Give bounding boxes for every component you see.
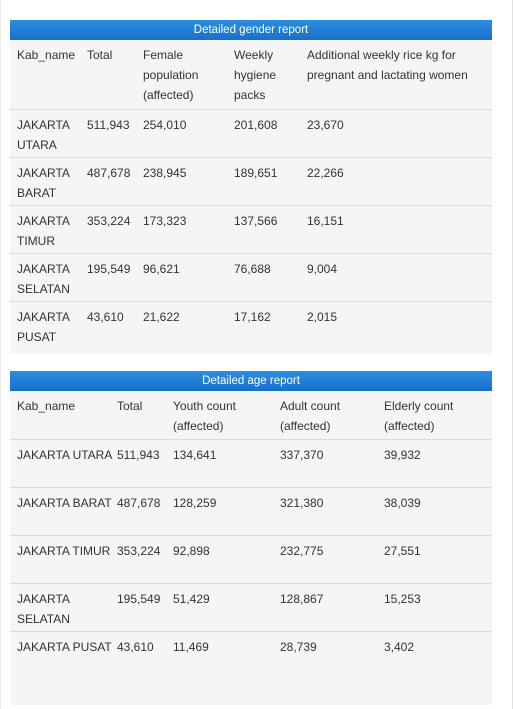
col-header-total: Total	[117, 399, 143, 413]
cell-kab-name: JAKARTA BARAT	[17, 495, 112, 510]
cell-adult: 28,739	[280, 639, 317, 654]
cell-youth: 11,469	[173, 639, 209, 654]
cell-female: 21,622	[143, 309, 180, 324]
cell-youth: 134,641	[173, 447, 217, 462]
frame-left-border	[0, 0, 1, 709]
cell-elderly: 27,551	[384, 543, 421, 558]
cell-youth: 92,898	[173, 543, 210, 558]
cell-hygiene: 137,566	[234, 213, 278, 228]
cell-kab-name: JAKARTA SELATAN	[17, 591, 70, 626]
cell-total: 511,943	[87, 117, 130, 132]
col-header-elderly-count: Elderly count (affected)	[384, 399, 454, 433]
cell-youth: 51,429	[173, 591, 210, 606]
cell-female: 238,945	[143, 165, 187, 180]
cell-elderly: 15,253	[384, 591, 421, 606]
cell-total: 43,610	[117, 639, 154, 654]
cell-hygiene: 17,162	[234, 309, 271, 324]
col-header-female-population: Female population (affected)	[143, 48, 199, 102]
col-header-additional-rice: Additional weekly rice kg for pregnant a…	[307, 48, 468, 82]
table-row: JAKARTA UTARA 511,943 254,010 201,608 23…	[10, 109, 492, 157]
table-row: JAKARTA SELATAN 195,549 51,429 128,867 1…	[10, 583, 492, 631]
cell-youth: 128,259	[173, 495, 217, 510]
cell-kab-name: JAKARTA PUSAT	[17, 309, 70, 344]
table-row: JAKARTA TIMUR 353,224 173,323 137,566 16…	[10, 205, 492, 253]
gender-report-table: Kab_name Total Female population (affect…	[10, 40, 492, 349]
cell-kab-name: JAKARTA TIMUR	[17, 543, 111, 558]
cell-total: 487,678	[117, 495, 161, 510]
cell-rice: 2,015	[307, 309, 338, 324]
gender-header-row: Kab_name Total Female population (affect…	[10, 40, 492, 109]
cell-rice: 22,266	[307, 165, 344, 180]
age-report-title: Detailed age report	[10, 371, 492, 391]
cell-rice: 9,004	[307, 261, 338, 276]
cell-kab-name: JAKARTA BARAT	[17, 165, 70, 200]
table-row: JAKARTA BARAT 487,678 238,945 189,651 22…	[10, 157, 492, 205]
cell-total: 43,610	[87, 309, 124, 324]
cell-female: 173,323	[143, 213, 187, 228]
cell-adult: 321,380	[280, 495, 324, 510]
cell-kab-name: JAKARTA TIMUR	[17, 213, 70, 248]
cell-rice: 23,670	[307, 117, 344, 132]
cell-female: 254,010	[143, 117, 187, 132]
col-header-youth-count: Youth count (affected)	[173, 399, 236, 433]
cell-rice: 16,151	[307, 213, 344, 228]
gender-report-panel: Detailed gender report Kab_name Total Fe…	[10, 20, 492, 354]
col-header-adult-count: Adult count (affected)	[280, 399, 341, 433]
cell-hygiene: 189,651	[234, 165, 278, 180]
cell-adult: 232,775	[280, 543, 324, 558]
col-header-total: Total	[87, 48, 113, 62]
cell-total: 511,943	[117, 447, 160, 462]
cell-elderly: 3,402	[384, 639, 415, 654]
cell-kab-name: JAKARTA SELATAN	[17, 261, 70, 296]
col-header-kab-name: Kab_name	[17, 399, 76, 413]
cell-total: 353,224	[117, 543, 161, 558]
gender-report-title: Detailed gender report	[10, 20, 492, 40]
table-row: JAKARTA SELATAN 195,549 96,621 76,688 9,…	[10, 253, 492, 301]
cell-hygiene: 76,688	[234, 261, 271, 276]
table-row: JAKARTA TIMUR 353,224 92,898 232,775 27,…	[10, 535, 492, 583]
table-row: JAKARTA UTARA 511,943 134,641 337,370 39…	[10, 439, 492, 487]
age-header-row: Kab_name Total Youth count (affected) Ad…	[10, 391, 492, 439]
cell-adult: 337,370	[280, 447, 324, 462]
cell-total: 353,224	[87, 213, 131, 228]
table-row: JAKARTA BARAT 487,678 128,259 321,380 38…	[10, 487, 492, 535]
cell-elderly: 39,932	[384, 447, 421, 462]
cell-adult: 128,867	[280, 591, 324, 606]
age-report-table: Kab_name Total Youth count (affected) Ad…	[10, 391, 492, 679]
cell-female: 96,621	[143, 261, 180, 276]
cell-kab-name: JAKARTA UTARA	[17, 117, 70, 152]
cell-kab-name: JAKARTA PUSAT	[17, 639, 112, 654]
age-report-panel: Detailed age report Kab_name Total Youth…	[10, 371, 492, 705]
cell-kab-name: JAKARTA UTARA	[17, 447, 113, 462]
table-row: JAKARTA PUSAT 43,610 11,469 28,739 3,402	[10, 631, 492, 679]
cell-total: 487,678	[87, 165, 131, 180]
cell-total: 195,549	[117, 591, 161, 606]
cell-total: 195,549	[87, 261, 131, 276]
table-row: JAKARTA PUSAT 43,610 21,622 17,162 2,015	[10, 301, 492, 349]
cell-elderly: 38,039	[384, 495, 421, 510]
cell-hygiene: 201,608	[234, 117, 278, 132]
col-header-weekly-hygiene-packs: Weekly hygiene packs	[234, 48, 277, 102]
col-header-kab-name: Kab_name	[17, 48, 76, 62]
